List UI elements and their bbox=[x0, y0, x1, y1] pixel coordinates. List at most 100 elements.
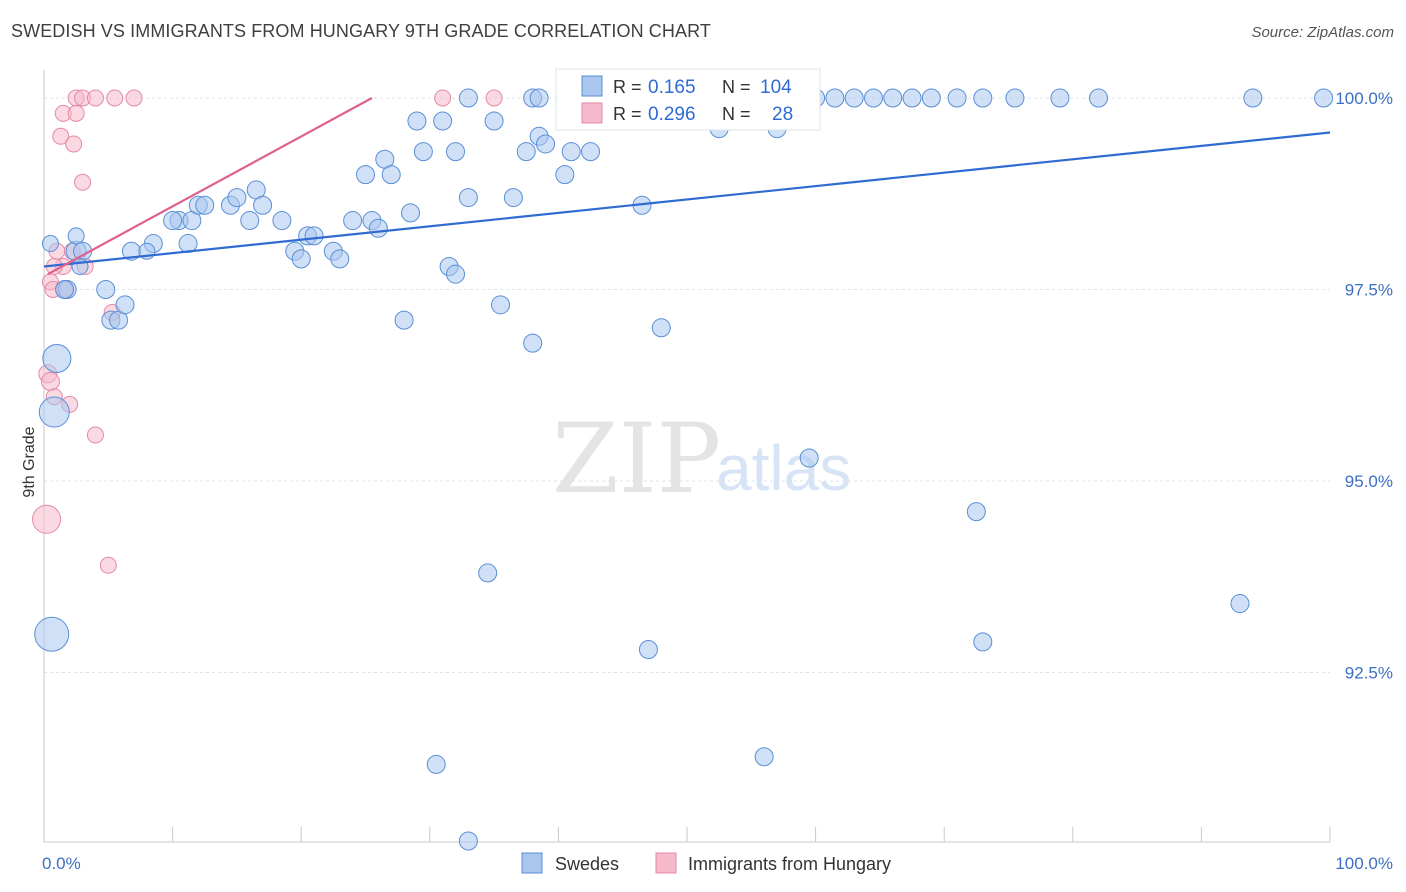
data-point bbox=[485, 89, 503, 107]
data-point bbox=[446, 142, 466, 162]
data-point bbox=[253, 195, 273, 215]
legend-pink-n-value: 28 bbox=[772, 104, 793, 125]
data-point bbox=[458, 88, 478, 108]
data-point bbox=[883, 88, 903, 108]
data-point bbox=[163, 211, 183, 231]
data-point bbox=[240, 211, 260, 231]
data-point bbox=[458, 188, 478, 208]
data-point bbox=[38, 396, 70, 428]
data-point bbox=[413, 142, 433, 162]
data-point bbox=[304, 226, 324, 246]
data-point bbox=[754, 747, 774, 767]
data-point bbox=[381, 165, 401, 185]
data-point bbox=[523, 333, 543, 353]
data-point bbox=[446, 264, 466, 284]
data-point bbox=[973, 88, 993, 108]
data-point bbox=[434, 89, 452, 107]
x-tick-labels: 0.0% 100.0% bbox=[42, 854, 1393, 873]
legend-blue-n-label: N = bbox=[722, 77, 751, 97]
data-point bbox=[291, 249, 311, 269]
y-tick-labels: 100.0% 97.5% 95.0% 92.5% bbox=[1335, 89, 1393, 683]
legend-pink-r-value: 0.296 bbox=[648, 104, 696, 125]
data-point bbox=[368, 218, 388, 238]
legend-blue-r-label: R = bbox=[613, 77, 642, 97]
data-point bbox=[638, 640, 658, 660]
data-point bbox=[1005, 88, 1025, 108]
data-point bbox=[966, 502, 986, 522]
data-point bbox=[947, 88, 967, 108]
y-tick-label: 100.0% bbox=[1335, 89, 1393, 108]
data-point bbox=[86, 89, 104, 107]
data-point bbox=[394, 310, 414, 330]
data-point bbox=[67, 227, 85, 245]
data-point bbox=[40, 371, 60, 391]
data-point bbox=[433, 111, 453, 131]
series-immigrants-from-hungary bbox=[32, 89, 503, 574]
legend-hungary-swatch bbox=[655, 852, 677, 874]
data-point bbox=[484, 111, 504, 131]
data-point bbox=[55, 280, 75, 299]
axes bbox=[43, 70, 1331, 843]
data-point bbox=[503, 188, 523, 208]
data-point bbox=[115, 295, 135, 315]
y-tick-label: 97.5% bbox=[1345, 281, 1393, 300]
trendline-blue bbox=[43, 131, 1331, 268]
data-point bbox=[921, 88, 941, 108]
data-point bbox=[67, 104, 85, 122]
data-point bbox=[825, 88, 845, 108]
data-point bbox=[799, 448, 819, 468]
data-point bbox=[42, 343, 72, 373]
data-point bbox=[356, 165, 375, 185]
data-point bbox=[227, 188, 247, 208]
data-point bbox=[902, 88, 922, 108]
data-point bbox=[536, 134, 556, 154]
data-point bbox=[74, 173, 92, 191]
data-point bbox=[272, 211, 292, 231]
data-point bbox=[1314, 88, 1334, 108]
watermark-atlas: atlas bbox=[716, 432, 851, 504]
data-point bbox=[1089, 88, 1109, 108]
data-point bbox=[1050, 88, 1070, 108]
data-point bbox=[491, 295, 511, 315]
x-tick-label: 0.0% bbox=[42, 854, 81, 873]
data-point bbox=[529, 88, 549, 108]
data-point bbox=[65, 135, 83, 153]
series-legend: Swedes Immigrants from Hungary bbox=[521, 852, 891, 874]
trendlines bbox=[43, 97, 1331, 276]
data-point bbox=[651, 318, 671, 338]
data-point bbox=[32, 504, 62, 534]
data-point bbox=[478, 563, 498, 583]
data-point bbox=[52, 127, 70, 145]
y-tick-label: 95.0% bbox=[1345, 472, 1393, 491]
legend-swedes-label: Swedes bbox=[555, 854, 619, 874]
y-tick-label: 92.5% bbox=[1345, 664, 1393, 683]
legend-swatch-blue bbox=[581, 75, 603, 97]
chart-source: Source: ZipAtlas.com bbox=[1251, 24, 1394, 41]
data-point bbox=[561, 142, 581, 162]
data-point bbox=[96, 280, 116, 299]
legend-hungary-label: Immigrants from Hungary bbox=[688, 854, 891, 874]
data-point bbox=[426, 754, 446, 774]
data-point bbox=[34, 616, 70, 652]
data-point bbox=[863, 88, 883, 108]
data-point bbox=[125, 89, 143, 107]
data-point bbox=[1230, 594, 1250, 614]
legend-swatch-pink bbox=[581, 102, 603, 124]
data-point bbox=[86, 426, 104, 444]
data-point bbox=[555, 165, 575, 185]
data-point bbox=[41, 235, 59, 253]
data-point bbox=[581, 142, 601, 162]
trendline-pink bbox=[47, 97, 373, 276]
legend-blue-r-value: 0.165 bbox=[648, 77, 696, 98]
data-point bbox=[516, 142, 536, 162]
x-tick-label: 100.0% bbox=[1335, 854, 1393, 873]
data-point bbox=[973, 632, 993, 652]
y-axis-label: 9th Grade bbox=[21, 426, 38, 497]
data-point bbox=[1243, 88, 1263, 108]
data-point bbox=[844, 88, 864, 108]
data-point bbox=[401, 203, 421, 223]
watermark: ZIP atlas bbox=[552, 403, 851, 515]
data-point bbox=[458, 831, 478, 851]
grid-lines bbox=[44, 97, 1330, 673]
